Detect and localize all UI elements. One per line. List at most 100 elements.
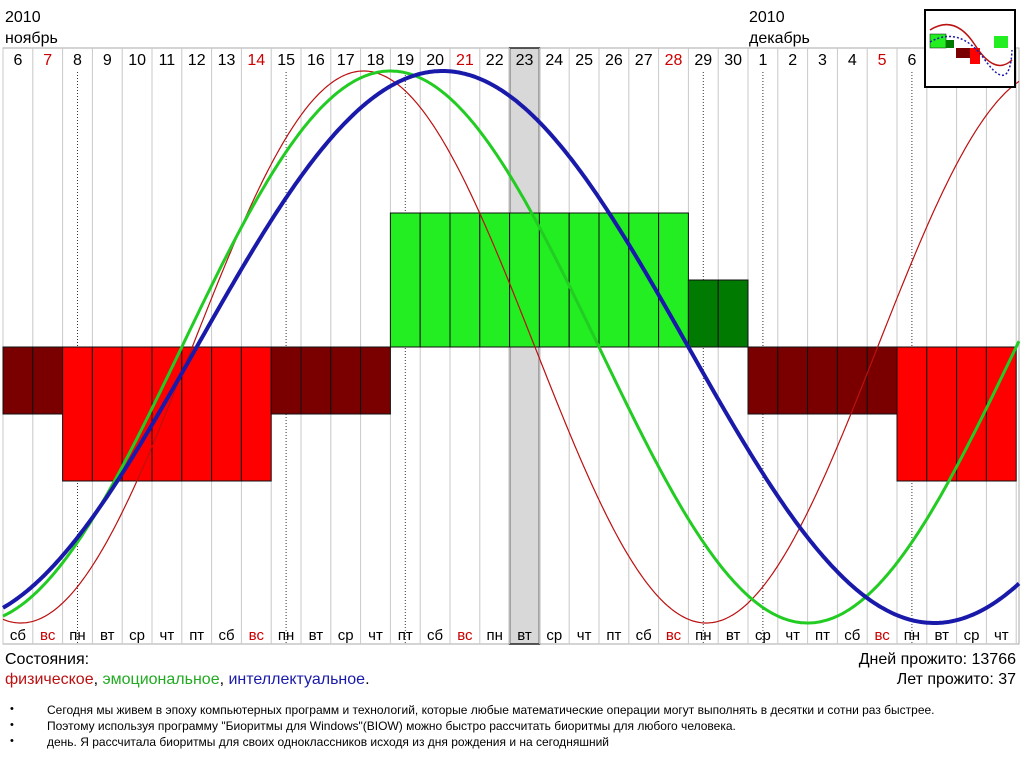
- curve-интеллектуальное: [1, 69, 1021, 625]
- state-bar: [479, 212, 511, 348]
- date-label: 6: [907, 52, 916, 69]
- weekday-label: пт: [815, 627, 830, 644]
- thumbnail-bar: [994, 36, 1008, 48]
- weekday-label: вс: [874, 627, 890, 644]
- state-bar: [360, 346, 391, 415]
- weekday-label: пн: [695, 627, 711, 644]
- thumbnail-bar: [956, 48, 970, 58]
- date-label: 10: [128, 52, 146, 69]
- bullet-dot: •: [10, 719, 14, 731]
- state-bar: [32, 346, 64, 415]
- weekday-label: сб: [636, 627, 652, 644]
- state-bars: [2, 212, 1017, 482]
- weekday-label: ср: [964, 627, 980, 644]
- legend-entry: физическое: [5, 671, 94, 688]
- date-label: 13: [218, 52, 236, 69]
- date-label: 1: [758, 52, 767, 69]
- thumbnail-curve: [929, 35, 1013, 77]
- days-lived-label: Дней прожито: 13766: [859, 651, 1016, 668]
- weekday-label: пт: [189, 627, 204, 644]
- state-bar: [449, 212, 481, 348]
- curve-физическое: [2, 70, 1020, 624]
- date-label: 26: [605, 52, 623, 69]
- date-label: 24: [545, 52, 563, 69]
- legend-line: физическое, эмоциональное, интеллектуаль…: [5, 671, 370, 688]
- date-label: 8: [73, 52, 82, 69]
- weekday-label: сб: [427, 627, 443, 644]
- state-bar: [62, 346, 93, 482]
- weekday-label: вт: [309, 627, 324, 644]
- weekday-label: пн: [486, 627, 502, 644]
- state-bar: [598, 212, 630, 348]
- left-year-label: 2010: [5, 9, 41, 26]
- weekday-label: вс: [249, 627, 265, 644]
- thumbnail-preview: [924, 9, 1016, 88]
- state-bar: [658, 212, 689, 348]
- date-label: 30: [724, 52, 742, 69]
- right-month-label: декабрь: [749, 30, 810, 47]
- legend-entry: ,: [220, 671, 229, 688]
- date-label: 29: [694, 52, 712, 69]
- weekday-label: сб: [218, 627, 234, 644]
- weekday-label: пт: [398, 627, 413, 644]
- weekday-label: ср: [129, 627, 145, 644]
- date-label: 25: [575, 52, 593, 69]
- date-label: 7: [43, 52, 52, 69]
- state-bar: [91, 346, 123, 482]
- weekday-label: вс: [666, 627, 682, 644]
- bullet-dot: •: [10, 735, 14, 747]
- legend-entry: .: [365, 671, 369, 688]
- weekday-label: пн: [69, 627, 85, 644]
- state-bar: [300, 346, 332, 415]
- weekday-label: чт: [368, 627, 383, 644]
- legend-entry: ,: [94, 671, 103, 688]
- state-bar: [240, 346, 272, 482]
- weekday-label: ср: [755, 627, 771, 644]
- state-bar: [836, 346, 868, 415]
- date-label: 12: [188, 52, 206, 69]
- date-label: 17: [337, 52, 355, 69]
- state-bar: [926, 346, 958, 482]
- curve-эмоциональное: [2, 69, 1021, 625]
- weekday-label: вт: [726, 627, 741, 644]
- note-text: день. Я рассчитала биоритмы для своих од…: [47, 735, 609, 749]
- date-label: 19: [396, 52, 414, 69]
- date-label: 9: [103, 52, 112, 69]
- weekday-label: сб: [10, 627, 26, 644]
- state-bar: [717, 279, 749, 348]
- years-lived-label: Лет прожито: 37: [897, 671, 1016, 688]
- state-bar: [777, 346, 809, 415]
- weekday-label: пн: [278, 627, 294, 644]
- date-label: 21: [456, 52, 474, 69]
- date-label: 18: [367, 52, 385, 69]
- date-label: 2: [788, 52, 797, 69]
- date-label: 16: [307, 52, 325, 69]
- legend-entry: эмоциональное: [102, 671, 219, 688]
- state-bar: [270, 346, 302, 415]
- state-bar: [211, 346, 242, 482]
- date-label: 23: [516, 52, 534, 69]
- biorhythm-curves: [1, 69, 1021, 625]
- date-label: 22: [486, 52, 504, 69]
- bullet-dot: •: [10, 703, 14, 715]
- date-label: 14: [247, 52, 265, 69]
- thumbnail-curve: [929, 23, 1013, 67]
- weekday-label: пт: [606, 627, 621, 644]
- state-bar: [985, 346, 1017, 482]
- thumbnail-bar: [970, 48, 980, 64]
- date-label: 4: [848, 52, 857, 69]
- state-bar: [181, 346, 213, 482]
- date-label: 28: [665, 52, 683, 69]
- thumbnail-bar: [946, 40, 954, 48]
- state-bar: [866, 346, 898, 415]
- legend-entry: интеллектуальное: [228, 671, 365, 688]
- state-bar: [389, 212, 421, 348]
- weekday-label: сб: [844, 627, 860, 644]
- weekday-label: чт: [577, 627, 592, 644]
- state-bar: [687, 279, 719, 348]
- state-bar: [896, 346, 928, 482]
- right-year-label: 2010: [749, 9, 785, 26]
- day-labels: 6 7 8 9 10 11 12 13 14 15 16 17 18 19 20 21 22 23 24 25 26 27…: [10, 52, 1009, 644]
- note-text: Сегодня мы живем в эпоху компьютерных пр…: [47, 703, 935, 717]
